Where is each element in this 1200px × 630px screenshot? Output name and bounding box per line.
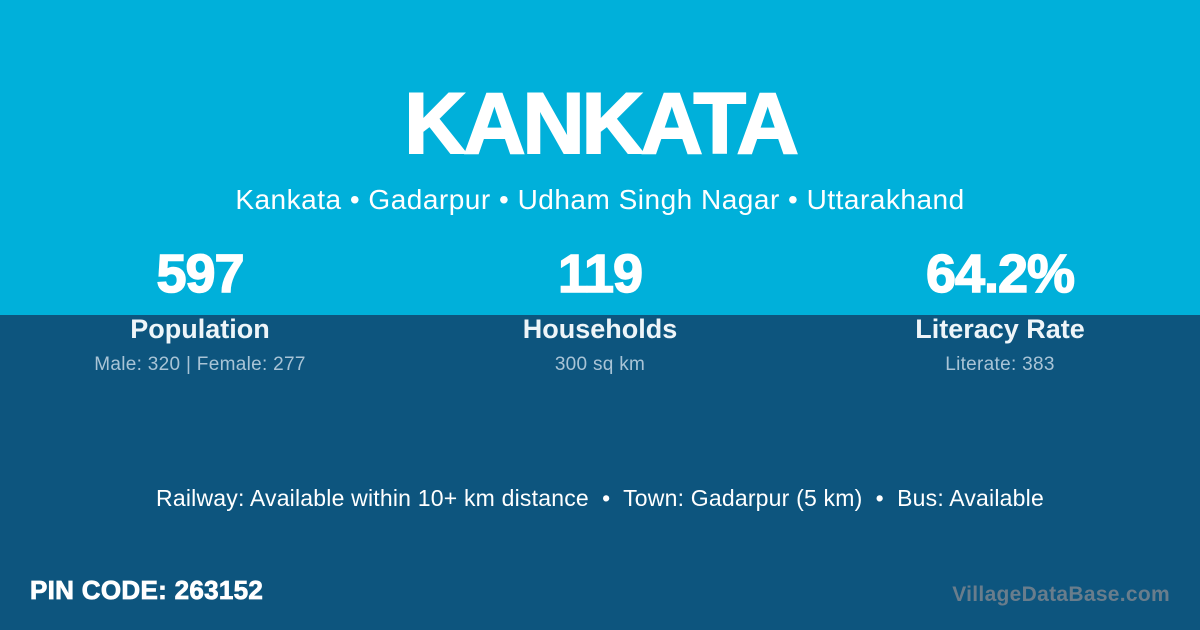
population-label: Population — [130, 314, 270, 344]
stats-row: 597 Population Male: 320 | Female: 277 1… — [0, 243, 1200, 377]
literacy-detail: Literate: 383 — [945, 354, 1055, 375]
stat-card-literacy: 64.2% Literacy Rate Literate: 383 — [800, 243, 1200, 377]
literacy-label: Literacy Rate — [915, 314, 1085, 344]
population-value: 597 — [156, 243, 246, 305]
population-detail: Male: 320 | Female: 277 — [94, 354, 306, 375]
breadcrumb: Kankata • Gadarpur • Udham Singh Nagar •… — [235, 184, 965, 215]
stat-card-households: 119 Households 300 sq km — [400, 243, 800, 377]
bottom-background — [0, 315, 1200, 630]
literacy-value: 64.2% — [925, 243, 1076, 305]
pin-code: PIN CODE: 263152 — [30, 575, 264, 606]
stat-card-population: 597 Population Male: 320 | Female: 277 — [0, 243, 400, 377]
watermark: VillageDataBase.com — [952, 583, 1170, 606]
top-background — [0, 0, 1200, 315]
facilities-line: Railway: Available within 10+ km distanc… — [156, 485, 1044, 511]
page-title: KANKATA — [403, 75, 799, 173]
households-value: 119 — [557, 243, 644, 305]
households-label: Households — [522, 314, 678, 344]
households-detail: 300 sq km — [554, 354, 646, 375]
